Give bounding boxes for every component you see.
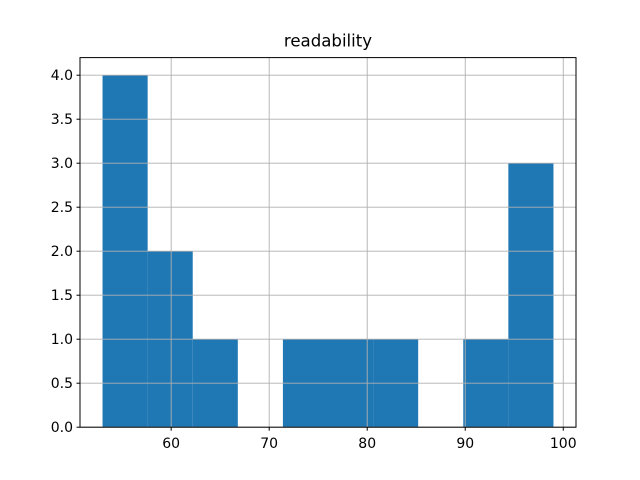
y-tick-label: 4.0 <box>51 68 73 84</box>
y-tick-label: 3.5 <box>51 112 73 128</box>
y-tick-label: 1.5 <box>51 288 73 304</box>
chart-title: readability <box>284 32 372 51</box>
x-tick-label: 80 <box>358 436 376 452</box>
axes-spines <box>79 57 577 428</box>
tick-labels-layer: 60 70 80 90 100 0.0 0.5 1.0 1.5 2.0 2.5 3.0 3.5 4.0 <box>51 68 577 452</box>
y-tick-label: 3.0 <box>51 156 73 172</box>
x-tick-label: 100 <box>550 436 577 452</box>
x-tick-label: 60 <box>162 436 180 452</box>
y-tick-label: 0.0 <box>51 420 73 436</box>
x-tick-label: 90 <box>456 436 474 452</box>
axes-layer <box>76 57 577 431</box>
x-tick-label: 70 <box>260 436 278 452</box>
y-tick-label: 0.5 <box>51 376 73 392</box>
y-tick-label: 1.0 <box>51 332 73 348</box>
y-tick-label: 2.5 <box>51 200 73 216</box>
y-tick-label: 2.0 <box>51 244 73 260</box>
